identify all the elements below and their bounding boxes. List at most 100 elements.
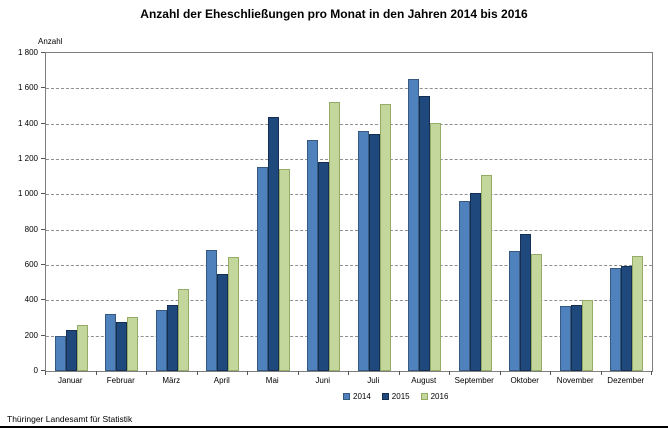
- legend-swatch-2014: [343, 393, 350, 400]
- gridline-400: [46, 300, 652, 302]
- legend-item-2014: 2014: [343, 392, 371, 401]
- y-tick-label-200: 200: [24, 330, 38, 340]
- x-tick-mark: [45, 371, 46, 375]
- bar-2014-august: [408, 79, 420, 371]
- gridline-800: [46, 229, 652, 231]
- plot-area: [45, 52, 653, 372]
- bar-2015-februar: [116, 322, 128, 371]
- x-tick-mark: [196, 371, 198, 375]
- y-tick-mark: [41, 264, 45, 265]
- y-tick-label-600: 600: [24, 260, 38, 269]
- bar-2014-märz: [155, 310, 167, 371]
- y-tick-mark: [41, 228, 45, 230]
- bar-2014-oktober: [509, 251, 521, 371]
- y-tick-label-1000: 1 000: [17, 189, 38, 199]
- y-tick-mark: [41, 52, 45, 53]
- bar-2016-juni: [329, 102, 341, 371]
- x-tick-label-april: April: [213, 376, 230, 385]
- gridline-1400: [46, 123, 652, 125]
- x-tick-mark: [297, 371, 299, 375]
- y-tick-label-400: 400: [24, 295, 38, 305]
- x-tick-label-september: September: [454, 376, 494, 385]
- legend-item-2016: 2016: [420, 392, 449, 401]
- x-tick-label-juli: Juli: [367, 376, 380, 385]
- bar-2014-januar: [54, 336, 66, 371]
- bar-2014-mai: [256, 167, 268, 371]
- gridline-1000: [46, 194, 652, 196]
- bar-2016-dezember: [632, 256, 644, 371]
- y-tick-label-1600: 1 600: [17, 83, 38, 93]
- y-tick-mark: [41, 334, 45, 336]
- y-tick-label-0: 0: [33, 366, 38, 375]
- x-tick-mark: [449, 371, 450, 375]
- x-tick-mark: [348, 371, 349, 375]
- legend-item-2015: 2015: [381, 392, 410, 401]
- x-tick-label-juni: Juni: [315, 376, 331, 385]
- chart-title: Anzahl der Eheschließungen pro Monat in …: [140, 7, 528, 21]
- x-tick-label-februar: Februar: [106, 376, 135, 385]
- y-tick-label-800: 800: [24, 224, 38, 234]
- legend-label-2014: 2014: [353, 392, 371, 401]
- bar-2016-januar: [76, 325, 88, 371]
- y-tick-mark: [41, 370, 45, 371]
- y-tick-mark: [41, 87, 45, 89]
- x-tick-mark: [247, 371, 248, 375]
- y-tick-label-1400: 1 400: [17, 118, 38, 128]
- bar-2014-juni: [307, 140, 319, 371]
- bar-2015-juni: [318, 162, 330, 371]
- y-tick-mark: [41, 193, 45, 195]
- legend-swatch-2016: [420, 393, 428, 400]
- y-tick-label-1800: 1 800: [17, 48, 38, 57]
- x-tick-mark: [146, 371, 147, 375]
- legend-label-2015: 2015: [391, 392, 410, 401]
- bar-2014-november: [559, 306, 571, 371]
- bar-2016-oktober: [531, 254, 543, 371]
- bar-2016-august: [430, 123, 442, 371]
- bar-2016-september: [480, 175, 492, 371]
- bar-2016-mai: [278, 169, 290, 371]
- x-tick-label-november: November: [556, 376, 594, 385]
- x-tick-mark: [651, 371, 652, 375]
- source-text: Thüringer Landesamt für Statistik: [7, 414, 133, 424]
- bar-2016-juli: [379, 104, 391, 371]
- legend-label-2016: 2016: [430, 392, 449, 401]
- x-tick-label-august: August: [411, 376, 437, 385]
- bar-2015-januar: [65, 330, 77, 371]
- bar-2016-februar: [127, 317, 139, 371]
- gridline-600: [46, 265, 652, 266]
- bar-2015-november: [570, 305, 582, 371]
- bar-2015-mai: [267, 117, 279, 371]
- x-tick-mark: [398, 371, 400, 375]
- x-tick-mark: [499, 371, 501, 375]
- y-tick-mark: [41, 122, 45, 124]
- bar-2014-juli: [357, 131, 369, 371]
- x-tick-label-oktober: Oktober: [510, 376, 539, 385]
- gridline-1200: [46, 159, 652, 160]
- y-axis-unit-label: Anzahl: [38, 37, 63, 46]
- x-tick-mark: [600, 371, 602, 375]
- legend-swatch-2015: [381, 393, 389, 400]
- bar-2015-august: [419, 96, 431, 371]
- gridline-200: [46, 335, 652, 337]
- x-tick-label-dezember: Dezember: [607, 376, 645, 385]
- y-tick-mark: [41, 299, 45, 301]
- bar-2015-dezember: [621, 266, 633, 371]
- bar-2016-märz: [177, 289, 189, 371]
- bar-2014-februar: [105, 314, 117, 371]
- bar-2016-april: [228, 257, 240, 371]
- bar-2014-september: [458, 201, 470, 371]
- x-tick-label-mai: Mai: [265, 376, 279, 385]
- x-tick-label-januar: Januar: [58, 376, 83, 385]
- bottom-divider: [0, 426, 668, 428]
- bar-2016-november: [581, 300, 593, 371]
- bar-2015-juli: [368, 134, 380, 371]
- legend: 2014 2015 2016: [343, 392, 448, 401]
- x-tick-mark: [550, 371, 551, 375]
- x-tick-label-märz: März: [162, 376, 181, 385]
- x-tick-mark: [95, 371, 97, 375]
- bar-2015-september: [469, 193, 481, 371]
- bar-2015-märz: [166, 305, 178, 371]
- y-tick-label-1200: 1 200: [17, 154, 38, 163]
- bar-2015-april: [217, 274, 229, 371]
